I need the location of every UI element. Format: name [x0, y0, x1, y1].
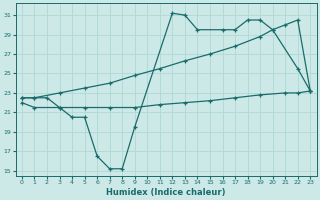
X-axis label: Humidex (Indice chaleur): Humidex (Indice chaleur): [106, 188, 226, 197]
